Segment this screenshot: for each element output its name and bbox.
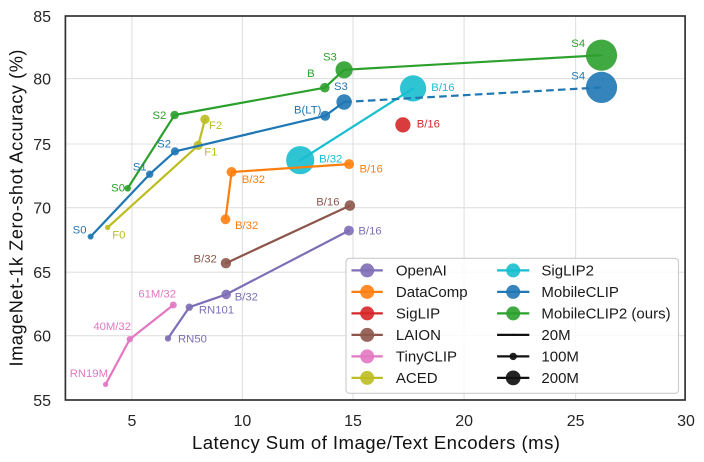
svg-text:B/16: B/16 [360, 164, 383, 176]
svg-text:SigLIP2: SigLIP2 [541, 263, 594, 280]
svg-text:85: 85 [33, 9, 51, 26]
svg-text:S4: S4 [571, 71, 585, 83]
svg-text:S1: S1 [133, 162, 147, 174]
svg-text:Latency Sum of Image/Text Enco: Latency Sum of Image/Text Encoders (ms) [192, 432, 560, 453]
svg-text:LAION: LAION [396, 327, 441, 344]
svg-text:75: 75 [33, 137, 51, 154]
svg-text:MobileCLIP2 (ours): MobileCLIP2 (ours) [541, 306, 670, 323]
svg-text:S0: S0 [73, 225, 87, 237]
svg-text:S2: S2 [152, 110, 166, 122]
svg-text:RN50: RN50 [178, 334, 207, 346]
svg-text:55: 55 [33, 393, 51, 410]
svg-text:B/32: B/32 [235, 292, 258, 304]
svg-text:S3: S3 [323, 52, 337, 64]
svg-text:B/16: B/16 [316, 196, 339, 208]
svg-text:15: 15 [344, 413, 362, 430]
svg-text:B: B [307, 68, 315, 80]
svg-text:100M: 100M [541, 349, 579, 366]
svg-text:SigLIP: SigLIP [396, 306, 440, 323]
svg-text:B/16: B/16 [358, 226, 381, 238]
svg-text:70: 70 [33, 201, 51, 218]
svg-text:RN19M: RN19M [70, 368, 108, 380]
svg-text:B/16: B/16 [417, 119, 440, 131]
svg-text:20: 20 [455, 413, 473, 430]
svg-text:B/32: B/32 [242, 174, 265, 186]
svg-text:30: 30 [677, 413, 695, 430]
svg-text:OpenAI: OpenAI [396, 263, 447, 280]
svg-text:DataComp: DataComp [396, 284, 468, 301]
svg-text:5: 5 [127, 413, 136, 430]
svg-text:10: 10 [234, 413, 252, 430]
svg-text:B/32: B/32 [235, 220, 258, 232]
svg-text:S4: S4 [571, 38, 585, 50]
svg-text:F2: F2 [209, 120, 222, 132]
svg-text:B/16: B/16 [431, 82, 454, 94]
svg-text:61M/32: 61M/32 [138, 289, 176, 301]
svg-text:RN101: RN101 [199, 305, 234, 317]
svg-text:B/32: B/32 [194, 253, 217, 265]
svg-text:40M/32: 40M/32 [93, 321, 131, 333]
svg-text:B(LT): B(LT) [294, 105, 322, 117]
svg-text:F0: F0 [112, 230, 125, 242]
svg-text:60: 60 [33, 329, 51, 346]
svg-text:S2: S2 [157, 139, 171, 151]
svg-text:ImageNet-1k Zero-shot Accuracy: ImageNet-1k Zero-shot Accuracy (%) [7, 50, 27, 367]
svg-text:S0: S0 [111, 183, 125, 195]
svg-text:B/32: B/32 [319, 153, 342, 165]
svg-text:S3: S3 [334, 81, 348, 93]
svg-text:65: 65 [33, 265, 51, 282]
svg-text:MobileCLIP: MobileCLIP [541, 284, 619, 301]
svg-text:80: 80 [33, 71, 51, 88]
svg-text:F1: F1 [204, 146, 217, 158]
svg-text:25: 25 [567, 413, 585, 430]
svg-text:200M: 200M [541, 370, 579, 387]
svg-text:TinyCLIP: TinyCLIP [396, 349, 457, 366]
svg-text:ACED: ACED [396, 370, 438, 387]
svg-text:20M: 20M [541, 327, 570, 344]
